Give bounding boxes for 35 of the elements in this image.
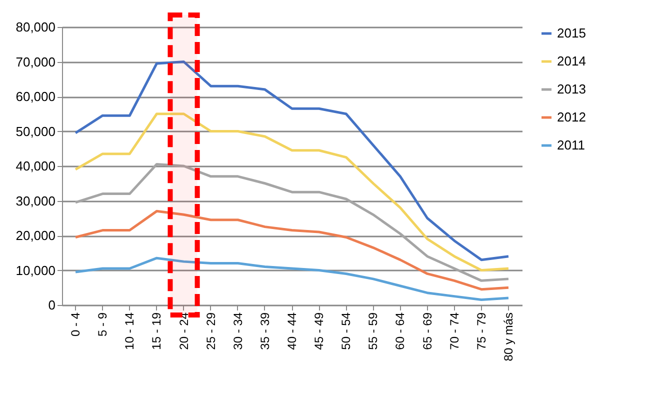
line-series — [74, 112, 510, 272]
x-tick-label: 5 - 9 — [96, 312, 110, 337]
x-tick-label: 50 - 54 — [339, 312, 354, 350]
x-tick-label: 25 - 29 — [204, 312, 218, 350]
x-tick-label: 80 y más — [501, 312, 516, 362]
x-tick-label: 0 - 4 — [68, 312, 83, 337]
y-tick-label: 50,000 — [16, 124, 56, 139]
x-tick-label: 55 - 59 — [366, 312, 380, 350]
x-tick-label: 65 - 69 — [420, 312, 434, 350]
legend-label: 2012 — [557, 110, 586, 124]
legend-label: 2014 — [557, 54, 586, 68]
x-tick-label: 45 - 49 — [312, 312, 326, 350]
line-series — [74, 210, 510, 291]
legend-label: 2013 — [557, 82, 586, 96]
y-tick-label: 20,000 — [16, 228, 56, 243]
x-tick-label: 70 - 74 — [447, 312, 462, 350]
y-tick-label: 60,000 — [16, 89, 56, 104]
y-tick-label: 30,000 — [16, 193, 56, 208]
y-tick-label: 40,000 — [16, 158, 56, 174]
x-tick-label: 15 - 19 — [150, 312, 164, 350]
x-tick-label: 60 - 64 — [393, 312, 408, 350]
y-tick-label: 80,000 — [16, 20, 56, 34]
line-series — [74, 256, 510, 302]
x-tick-label: 35 - 39 — [258, 312, 272, 350]
y-tick-label: 10,000 — [16, 262, 56, 278]
y-tick-label: 70,000 — [16, 54, 56, 70]
x-tick-label: 40 - 44 — [285, 312, 299, 350]
line-series — [74, 163, 510, 282]
x-tick-label: 10 - 14 — [122, 312, 137, 350]
legend-label: 2011 — [557, 138, 585, 152]
y-tick-label: 0 — [48, 298, 56, 312]
x-tick-label: 75 - 79 — [474, 312, 488, 350]
x-tick-label: 30 - 34 — [230, 312, 245, 350]
legend-label: 2015 — [557, 26, 586, 40]
line-series — [74, 60, 510, 262]
